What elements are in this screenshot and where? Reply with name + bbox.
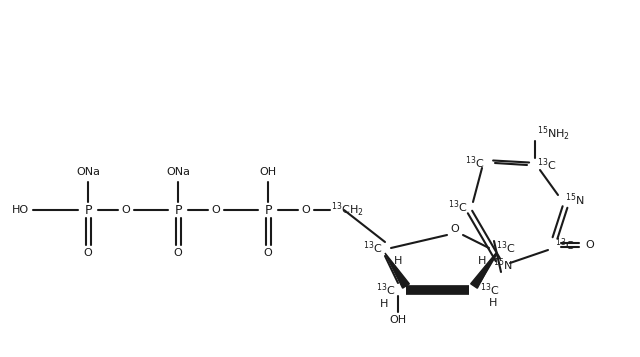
Text: H: H <box>380 299 388 309</box>
Text: $^{15}$N: $^{15}$N <box>493 257 513 273</box>
Text: H: H <box>489 298 497 308</box>
Text: $^{13}$C: $^{13}$C <box>376 282 396 298</box>
Text: $^{13}$C: $^{13}$C <box>480 282 499 298</box>
Text: O: O <box>84 248 92 258</box>
Text: ONa: ONa <box>166 167 190 177</box>
Polygon shape <box>470 253 496 288</box>
Text: P: P <box>84 203 92 216</box>
Text: $^{13}$C: $^{13}$C <box>537 157 557 173</box>
Text: $^{13}$C: $^{13}$C <box>364 240 383 256</box>
Text: $^{13}$CH$_2$: $^{13}$CH$_2$ <box>331 201 364 219</box>
Text: $^{15}$N: $^{15}$N <box>565 192 584 208</box>
Text: O: O <box>264 248 273 258</box>
Text: O: O <box>173 248 182 258</box>
Text: O: O <box>451 224 460 234</box>
Text: P: P <box>264 203 272 216</box>
Text: HO: HO <box>12 205 29 215</box>
Text: $^{13}$C: $^{13}$C <box>555 237 575 253</box>
Text: $^{13}$C: $^{13}$C <box>465 155 485 171</box>
Text: $^{13}$C: $^{13}$C <box>449 199 468 215</box>
Text: ONa: ONa <box>76 167 100 177</box>
Text: O: O <box>301 205 310 215</box>
Text: H: H <box>394 256 403 266</box>
Text: P: P <box>174 203 182 216</box>
Text: O: O <box>212 205 220 215</box>
Text: $^{15}$NH$_2$: $^{15}$NH$_2$ <box>537 125 570 143</box>
Text: OH: OH <box>389 315 406 325</box>
Text: H: H <box>477 256 486 266</box>
Polygon shape <box>385 253 410 288</box>
Text: O: O <box>585 240 594 250</box>
Text: $^{13}$C: $^{13}$C <box>496 240 515 256</box>
Text: O: O <box>122 205 131 215</box>
Text: OH: OH <box>259 167 276 177</box>
